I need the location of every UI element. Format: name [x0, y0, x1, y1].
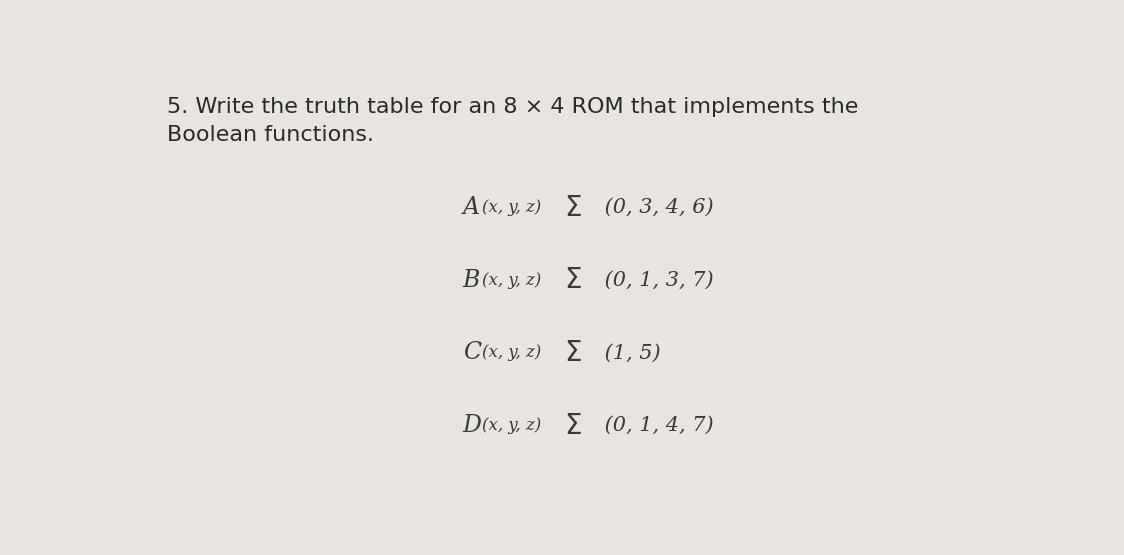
Text: Σ: Σ: [564, 412, 582, 440]
Text: Σ: Σ: [564, 266, 582, 294]
Text: (0, 1, 3, 7): (0, 1, 3, 7): [598, 271, 714, 290]
Text: Σ: Σ: [564, 194, 582, 221]
Text: C: C: [463, 341, 481, 365]
Text: B: B: [463, 269, 480, 292]
Text: (x, y, z): (x, y, z): [482, 199, 542, 216]
Text: A: A: [463, 196, 480, 219]
Text: (1, 5): (1, 5): [598, 344, 661, 362]
Text: Σ: Σ: [564, 339, 582, 367]
Text: (x, y, z): (x, y, z): [482, 272, 542, 289]
Text: 5. Write the truth table for an 8 × 4 ROM that implements the
Boolean functions.: 5. Write the truth table for an 8 × 4 RO…: [166, 97, 858, 144]
Text: (0, 1, 4, 7): (0, 1, 4, 7): [598, 416, 714, 435]
Text: (x, y, z): (x, y, z): [482, 345, 542, 361]
Text: D: D: [463, 414, 482, 437]
Text: (0, 3, 4, 6): (0, 3, 4, 6): [598, 198, 714, 217]
Text: (x, y, z): (x, y, z): [482, 417, 542, 434]
